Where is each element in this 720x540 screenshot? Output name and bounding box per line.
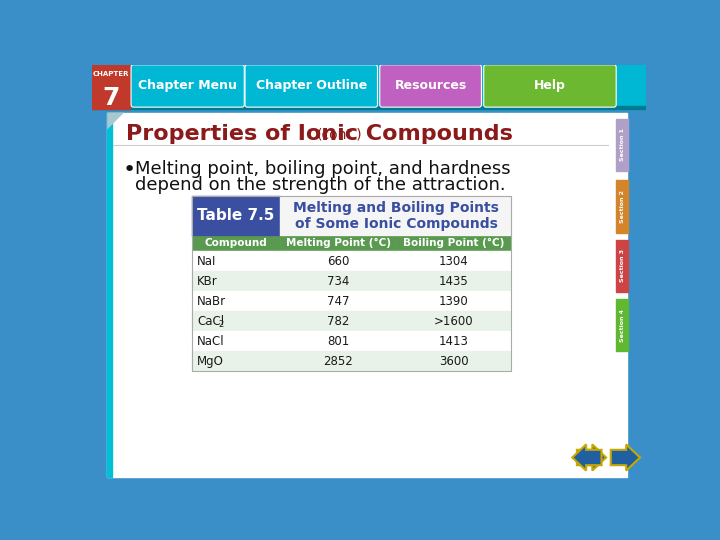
Text: Properties of Ionic Compounds: Properties of Ionic Compounds	[127, 124, 513, 144]
Bar	[281, 195, 511, 236]
Text: Chapter Menu: Chapter Menu	[138, 79, 237, 92]
Bar	[396, 236, 511, 251]
FancyBboxPatch shape	[131, 65, 244, 107]
Text: Help: Help	[534, 79, 566, 92]
Bar	[396, 351, 511, 372]
Bar	[281, 251, 396, 271]
Bar	[281, 271, 396, 291]
Text: Melting point, boiling point, and hardness: Melting point, boiling point, and hardne…	[135, 160, 510, 178]
Text: 3600: 3600	[439, 355, 469, 368]
Text: 660: 660	[327, 255, 349, 268]
Text: >1600: >1600	[434, 315, 474, 328]
Bar	[616, 299, 629, 351]
Bar	[192, 251, 281, 271]
Text: NaCl: NaCl	[197, 335, 225, 348]
Text: CHAPTER: CHAPTER	[93, 71, 130, 77]
Bar	[192, 195, 281, 236]
Bar	[281, 291, 396, 311]
Text: NaI: NaI	[197, 255, 217, 268]
Text: KBr: KBr	[197, 275, 218, 288]
Bar	[107, 112, 112, 477]
Bar	[396, 251, 511, 271]
Text: depend on the strength of the attraction.: depend on the strength of the attraction…	[135, 176, 505, 194]
Bar	[396, 331, 511, 351]
Text: Compound: Compound	[204, 239, 268, 248]
Text: 1390: 1390	[438, 295, 469, 308]
Bar	[92, 65, 647, 109]
Bar	[92, 106, 647, 109]
Text: Melting and Boiling Points
of Some Ionic Compounds: Melting and Boiling Points of Some Ionic…	[293, 201, 499, 231]
Text: Section 1: Section 1	[620, 129, 625, 161]
Text: CaCl: CaCl	[197, 315, 225, 328]
Bar	[616, 119, 629, 171]
Bar	[396, 311, 511, 331]
Bar	[616, 180, 629, 233]
Text: 2: 2	[218, 320, 223, 329]
Bar	[396, 271, 511, 291]
Bar	[192, 331, 281, 351]
Text: •: •	[122, 160, 136, 180]
Bar	[192, 271, 281, 291]
Bar	[107, 112, 627, 477]
Text: Boiling Point (°C): Boiling Point (°C)	[403, 238, 505, 248]
Bar	[192, 236, 281, 251]
Polygon shape	[572, 444, 601, 470]
Text: 7: 7	[102, 86, 120, 110]
FancyBboxPatch shape	[245, 65, 377, 107]
Text: (cont.): (cont.)	[316, 127, 362, 141]
Text: 801: 801	[327, 335, 349, 348]
Bar	[281, 351, 396, 372]
Bar	[396, 291, 511, 311]
Bar	[192, 311, 281, 331]
Text: 747: 747	[327, 295, 349, 308]
Polygon shape	[577, 444, 606, 470]
Text: Chapter Outline: Chapter Outline	[256, 79, 367, 92]
Polygon shape	[611, 444, 640, 470]
Text: NaBr: NaBr	[197, 295, 226, 308]
Bar	[281, 331, 396, 351]
Text: 782: 782	[327, 315, 349, 328]
Text: Resources: Resources	[395, 79, 467, 92]
Polygon shape	[107, 112, 124, 130]
Text: Section 4: Section 4	[620, 308, 625, 342]
Text: MgO: MgO	[197, 355, 224, 368]
Text: Melting Point (°C): Melting Point (°C)	[286, 238, 391, 248]
Text: 734: 734	[327, 275, 349, 288]
Bar	[616, 240, 629, 292]
FancyBboxPatch shape	[484, 65, 616, 107]
Bar	[281, 236, 396, 251]
Bar	[92, 65, 130, 109]
Text: 1435: 1435	[438, 275, 469, 288]
Text: Section 3: Section 3	[620, 249, 625, 282]
Text: 1413: 1413	[438, 335, 469, 348]
Bar	[281, 311, 396, 331]
Text: Section 2: Section 2	[620, 190, 625, 223]
Text: 1304: 1304	[438, 255, 469, 268]
Bar	[192, 351, 281, 372]
Bar	[192, 195, 511, 372]
Text: 2852: 2852	[323, 355, 353, 368]
FancyBboxPatch shape	[379, 65, 482, 107]
Bar	[192, 291, 281, 311]
Text: Table 7.5: Table 7.5	[197, 208, 275, 223]
